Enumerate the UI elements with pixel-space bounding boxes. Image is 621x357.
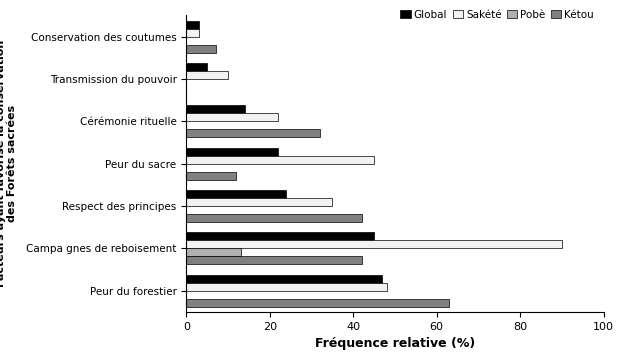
Bar: [186, 21, 199, 29]
Bar: [186, 232, 374, 240]
Bar: [186, 113, 278, 121]
Bar: [186, 190, 286, 198]
Bar: [186, 172, 237, 180]
Bar: [186, 63, 207, 71]
Bar: [186, 71, 228, 79]
Bar: [186, 214, 361, 222]
Bar: [186, 147, 278, 156]
Bar: [186, 283, 387, 291]
Bar: [186, 105, 245, 113]
Bar: [186, 275, 383, 283]
Text: Facteurs ayant favorisé la conservation
des Forêts sacrées: Facteurs ayant favorisé la conservation …: [0, 40, 17, 287]
Legend: Global, Sakété, Pobè, Kétou: Global, Sakété, Pobè, Kétou: [396, 6, 599, 24]
Bar: [186, 299, 449, 307]
X-axis label: Fréquence relative (%): Fréquence relative (%): [315, 337, 475, 350]
Bar: [186, 198, 332, 206]
Bar: [186, 45, 215, 53]
Bar: [186, 240, 562, 248]
Bar: [186, 248, 240, 256]
Bar: [186, 29, 199, 37]
Bar: [186, 256, 361, 265]
Bar: [186, 156, 374, 164]
Bar: [186, 129, 320, 137]
